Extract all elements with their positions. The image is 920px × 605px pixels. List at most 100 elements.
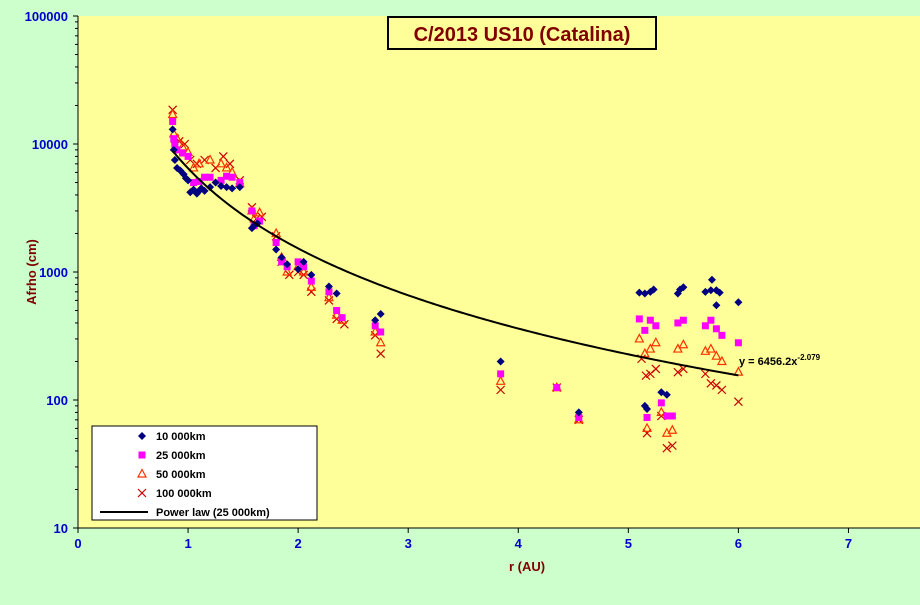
data-point-triangle [639, 347, 650, 358]
data-point-x [376, 349, 386, 359]
data-point-diamond [706, 286, 715, 295]
data-point-triangle [645, 343, 656, 353]
data-point-diamond [200, 186, 209, 195]
y-tick-label: 10 [54, 521, 68, 536]
legend-swatch-diamond [138, 432, 146, 440]
data-point-diamond [184, 176, 193, 185]
data-point-square [668, 412, 676, 420]
data-point-x [306, 287, 316, 297]
data-point-triangle [667, 424, 678, 434]
data-point-square [278, 258, 286, 266]
data-point-square [170, 135, 178, 143]
y-tick-label: 100 [46, 393, 68, 408]
data-point-square [206, 173, 214, 181]
data-point-diamond [250, 221, 259, 230]
legend-label: 100 000km [156, 488, 212, 500]
x-tick-label: 3 [405, 536, 412, 551]
data-point-square [701, 322, 709, 330]
data-point-triangle [298, 266, 309, 276]
data-point-square [663, 412, 671, 420]
x-tick-label: 6 [735, 536, 742, 551]
data-point-x [706, 378, 716, 388]
data-point-diamond [496, 357, 505, 366]
data-point-square [217, 176, 225, 184]
data-point-triangle [375, 336, 386, 347]
data-point-square [641, 326, 649, 334]
fit-layer [171, 150, 739, 377]
data-point-diamond [324, 282, 333, 291]
data-point-diamond [574, 408, 583, 417]
data-point-diamond [635, 288, 644, 297]
data-point-diamond [168, 125, 177, 134]
legend-label: 50 000km [156, 469, 206, 481]
data-point-x [700, 369, 710, 379]
data-point-square [307, 277, 315, 285]
data-point-triangle [656, 406, 667, 417]
axes-layer: 0 1 2 3 4 5 6 7 10 100 1000 10000 100000 [25, 9, 920, 551]
data-point-square [256, 217, 264, 225]
data-point-diamond [211, 178, 220, 187]
data-point-x [711, 380, 721, 390]
data-point-square [712, 325, 720, 333]
data-point-triangle [205, 154, 216, 164]
legend-label: 25 000km [156, 450, 206, 462]
data-point-diamond [662, 390, 671, 399]
data-point-diamond [307, 270, 316, 279]
data-point-square [300, 263, 308, 271]
data-point-x [339, 319, 349, 329]
data-point-x [180, 139, 190, 149]
data-point-diamond [217, 181, 226, 190]
data-point-square [179, 149, 187, 157]
legend-label: Power law (25 000km) [156, 507, 270, 519]
data-point-x [667, 441, 677, 451]
data-point-diamond [283, 260, 292, 269]
legend-label: 10 000km [156, 431, 206, 443]
data-point-triangle [678, 339, 689, 349]
fit-equation-prefix: y = 6456.2x [739, 356, 798, 368]
legend-swatch-x [137, 488, 147, 498]
data-point-triangle [221, 162, 232, 172]
data-point-diamond [649, 285, 658, 294]
data-point-square [657, 399, 665, 407]
data-point-x [673, 367, 683, 377]
data-point-square [190, 179, 198, 187]
y-tick-label: 100000 [25, 9, 68, 24]
data-point-triangle [711, 350, 722, 360]
data-point-square [646, 316, 654, 324]
data-point-diamond [715, 288, 724, 297]
x-tick-label: 0 [74, 536, 81, 551]
data-point-triangle [331, 309, 342, 319]
data-point-square [643, 413, 651, 421]
data-point-square [635, 315, 643, 323]
data-point-square [718, 331, 726, 339]
data-point-square [371, 322, 379, 330]
data-point-triangle [370, 326, 381, 336]
data-point-diamond [169, 145, 178, 154]
power-law-fit-line [171, 150, 739, 377]
data-point-diamond [206, 183, 215, 192]
data-point-triangle [167, 108, 178, 119]
data-point-square [201, 173, 209, 181]
legend-swatch-triangle [137, 468, 147, 478]
data-point-diamond [679, 283, 688, 292]
data-point-square [553, 384, 561, 392]
data-point-x [225, 159, 235, 169]
data-point-diamond [371, 316, 380, 325]
data-point-triangle [323, 291, 334, 302]
data-point-square [338, 314, 346, 322]
chart-title: C/2013 US10 (Catalina) [414, 24, 631, 46]
data-point-diamond [170, 155, 179, 164]
fit-equation-exponent: -2.079 [797, 353, 820, 362]
data-point-x [496, 385, 506, 395]
x-tick-label: 4 [515, 536, 523, 551]
data-point-diamond [332, 289, 341, 298]
data-point-square [294, 258, 302, 266]
marks-layer [167, 105, 744, 453]
data-point-diamond [376, 309, 385, 318]
data-point-square [575, 413, 583, 421]
data-point-square [248, 207, 256, 215]
data-point-triangle [216, 158, 227, 168]
x-tick-label: 7 [845, 536, 852, 551]
data-point-triangle [650, 336, 661, 347]
